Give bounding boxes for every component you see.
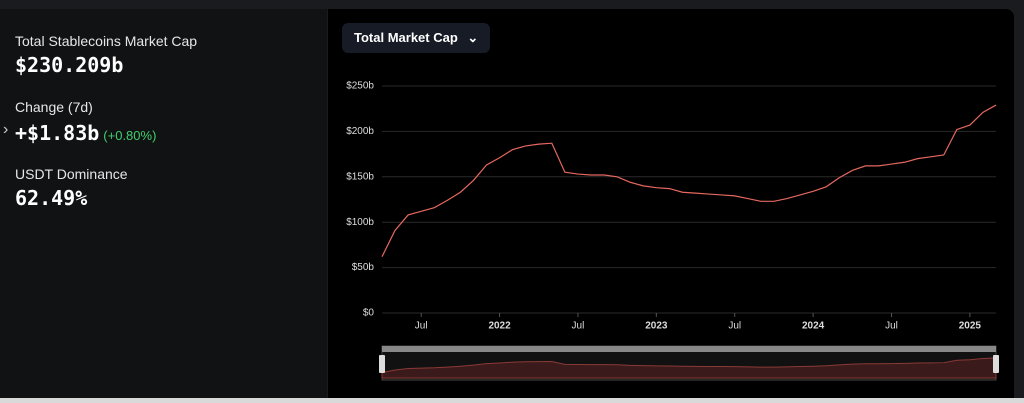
stat-value: 62.49% [15, 186, 88, 210]
chevron[interactable]: › [3, 121, 9, 138]
metric-selector[interactable]: Total Market Cap ⌄ [342, 23, 491, 53]
x-tick-label: Jul [728, 321, 741, 332]
footer-bar [0, 398, 1024, 403]
navigator-area [381, 357, 997, 379]
x-tick-label: 2023 [645, 321, 668, 332]
stat-label: USDT Dominance [15, 166, 128, 182]
navigator-bar [382, 346, 996, 352]
data-line [381, 104, 997, 257]
y-tick-label: $0 [363, 308, 375, 319]
stat-value: +$1.83b (+0.80%) [15, 121, 156, 145]
y-tick-label: $50b [352, 262, 375, 273]
x-tick-label: 2022 [488, 321, 511, 332]
stats-panel: Total Stablecoins Market Cap $230.209b C… [0, 9, 327, 398]
stat-change: (+0.80%) [103, 128, 157, 143]
y-tick-label: $250b [346, 81, 374, 92]
navigator-handle[interactable] [379, 355, 385, 373]
y-tick-label: $100b [346, 217, 374, 228]
stat-label: Change (7d) [15, 99, 93, 115]
y-tick-label: $150b [346, 171, 374, 182]
x-tick-label: Jul [572, 321, 585, 332]
stat-value: $230.209b [15, 53, 124, 77]
stat-value: +$1.83b [15, 121, 100, 145]
y-tick-label: $200b [346, 126, 374, 137]
navigator-handle[interactable] [993, 355, 999, 373]
x-tick-label: Jul [415, 321, 428, 332]
x-tick-label: 2025 [959, 321, 982, 332]
stat-label: Total Stablecoins Market Cap [15, 33, 198, 49]
x-tick-label: Jul [885, 321, 898, 332]
selector-label: Total Market Cap [354, 30, 458, 45]
x-tick-label: 2024 [802, 321, 825, 332]
